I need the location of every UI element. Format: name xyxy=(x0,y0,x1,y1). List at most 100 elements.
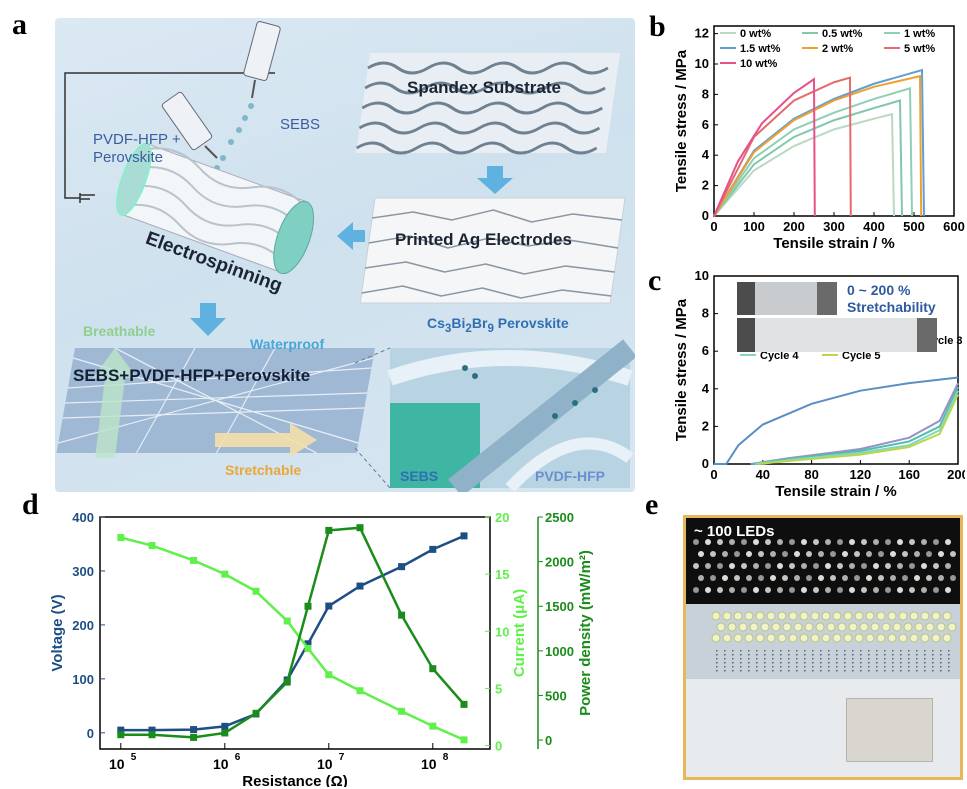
series-line-1-5-wt- xyxy=(713,68,925,217)
board-led xyxy=(931,611,941,621)
board-hole xyxy=(748,654,750,656)
y-right2-tick-label: 0 xyxy=(545,733,552,748)
board-led xyxy=(788,633,798,643)
arrow-down-icon xyxy=(477,166,513,194)
board-led xyxy=(738,622,748,632)
led-dot xyxy=(753,563,759,569)
y-tick-label: 2 xyxy=(702,418,709,433)
board-hole xyxy=(884,666,886,668)
led-dot xyxy=(789,587,795,593)
board-hole xyxy=(828,662,830,664)
board-led xyxy=(777,611,787,621)
legend-entry: 0.5 wt% xyxy=(822,28,863,40)
led-dot xyxy=(902,575,908,581)
led-dot xyxy=(873,587,879,593)
board-hole xyxy=(852,666,854,668)
led-dot xyxy=(921,539,927,545)
board-hole xyxy=(740,654,742,656)
board-hole xyxy=(732,670,734,672)
board-hole xyxy=(860,662,862,664)
board-hole xyxy=(820,666,822,668)
y-tick-label: 4 xyxy=(702,381,710,396)
led-dot xyxy=(770,575,776,581)
y-tick-label: 0 xyxy=(702,456,709,471)
board-led xyxy=(931,633,941,643)
board-hole xyxy=(940,670,942,672)
board-led xyxy=(865,633,875,643)
board-led xyxy=(711,633,721,643)
led-dot xyxy=(705,587,711,593)
board-hole xyxy=(796,662,798,664)
pvdf-perovskite-label: PVDF-HFP + Perovskite xyxy=(93,131,181,166)
led-dot xyxy=(837,539,843,545)
led-dot xyxy=(945,563,951,569)
arrow-down-icon xyxy=(190,303,226,336)
series-point-voltage xyxy=(356,582,364,590)
y-tick-label: 2 xyxy=(702,178,709,193)
legend-entry: 5 wt% xyxy=(904,43,935,55)
board-hole xyxy=(788,658,790,660)
series-point-current xyxy=(304,644,312,652)
led-dot xyxy=(734,551,740,557)
board-hole xyxy=(788,654,790,656)
led-dot xyxy=(813,539,819,545)
led-dot xyxy=(849,587,855,593)
schematic-illustration: PVDF-HFP + Perovskite SEBS Electrospinnin… xyxy=(55,18,635,492)
board-hole xyxy=(884,654,886,656)
board-hole xyxy=(852,662,854,664)
schematic-graphics xyxy=(56,21,635,492)
spandex-substrate-label: Spandex Substrate xyxy=(407,78,561,97)
board-hole xyxy=(716,654,718,656)
y-left-tick-label: 100 xyxy=(72,672,94,687)
plot-frame xyxy=(713,275,959,465)
led-dot xyxy=(938,551,944,557)
board-led xyxy=(799,611,809,621)
led-array-dark xyxy=(686,518,960,604)
series-line-10-wt- xyxy=(713,77,816,217)
board-hole xyxy=(916,662,918,664)
series-line-5-wt- xyxy=(713,76,852,217)
board-hole xyxy=(828,666,830,668)
led-dot xyxy=(758,575,764,581)
board-led xyxy=(947,622,957,632)
series-line-cycle-5 xyxy=(757,394,959,465)
y-axis-label: Tensile stress / MPa xyxy=(673,298,690,441)
led-dot xyxy=(837,587,843,593)
board-hole xyxy=(796,654,798,656)
board-hole xyxy=(852,650,854,652)
board-hole xyxy=(756,666,758,668)
board-hole xyxy=(868,654,870,656)
board-led xyxy=(832,633,842,643)
led-dot xyxy=(909,563,915,569)
x-tick-label: 0 xyxy=(710,467,717,482)
board-hole xyxy=(900,670,902,672)
board-hole xyxy=(916,658,918,660)
panel-letter-b: b xyxy=(649,10,666,43)
series-point-current xyxy=(221,570,229,578)
led-dot xyxy=(777,587,783,593)
board-hole xyxy=(948,662,950,664)
series-point-voltage xyxy=(117,726,125,734)
x-tick-label: 120 xyxy=(850,467,872,482)
led-dot xyxy=(734,575,740,581)
legend-entry: 2 wt% xyxy=(822,43,853,55)
led-dot xyxy=(717,563,723,569)
board-hole xyxy=(844,650,846,652)
board-led xyxy=(810,633,820,643)
series-line-voltage xyxy=(120,534,465,732)
board-hole xyxy=(916,654,918,656)
x-tick-label: 200 xyxy=(947,467,965,482)
board-hole xyxy=(772,670,774,672)
series-point-power-density xyxy=(304,602,312,610)
panel-letter-e: e xyxy=(645,488,659,521)
board-hole xyxy=(940,666,942,668)
led-dot xyxy=(902,551,908,557)
board-hole xyxy=(844,670,846,672)
led-dot xyxy=(801,587,807,593)
board-hole xyxy=(892,650,894,652)
board-hole xyxy=(940,650,942,652)
printed-ag-label: Printed Ag Electrodes xyxy=(395,230,572,249)
series-point-voltage xyxy=(221,722,229,730)
board-led xyxy=(755,633,765,643)
